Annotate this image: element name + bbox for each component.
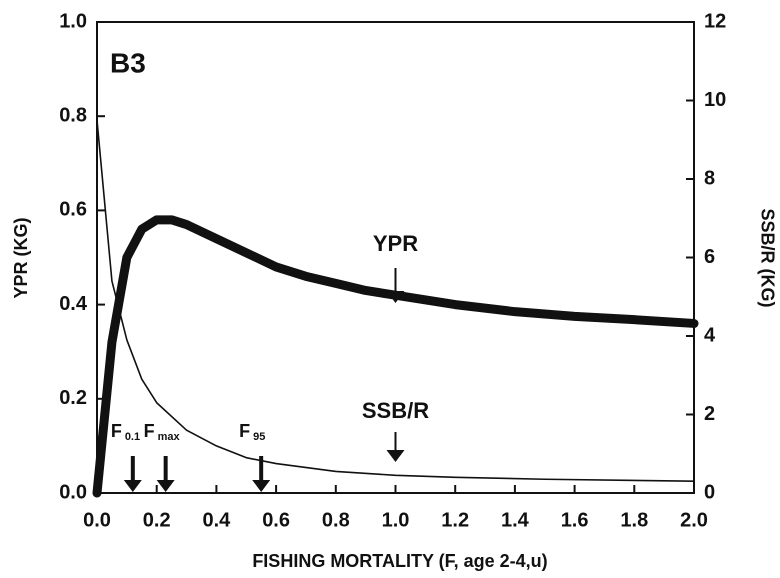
x-tick-label: 1.8 [620, 509, 648, 531]
reference-label-main: F [144, 421, 155, 441]
y2-tick-label: 8 [704, 167, 715, 189]
y-tick-label: 0.6 [59, 199, 87, 221]
y2-axis-label: SSB/R (KG) [757, 209, 777, 308]
x-tick-label: 0.8 [322, 509, 350, 531]
reference-label-main: F [111, 421, 122, 441]
x-tick-label: 0.6 [262, 509, 290, 531]
x-tick-label: 1.4 [501, 509, 530, 531]
y-tick-label: 0.2 [59, 387, 87, 409]
y2-tick-label: 6 [704, 246, 715, 268]
reference-label: F 95 [239, 421, 265, 443]
reference-label-sub: max [158, 431, 181, 443]
y2-tick-label: 2 [704, 403, 715, 425]
arrow-head [386, 450, 405, 462]
arrow-head [156, 480, 175, 492]
y-tick-label: 0.0 [59, 481, 87, 503]
x-tick-label: 0.0 [83, 509, 111, 531]
series-line [96, 119, 695, 483]
y-tick-label: 1.0 [59, 10, 87, 32]
y-axis-label: YPR (KG) [11, 217, 31, 298]
y2-tick-label: 10 [704, 89, 726, 111]
y-tick-label: 0.4 [59, 293, 88, 315]
series-line [92, 215, 699, 498]
x-tick-label: 0.2 [143, 509, 171, 531]
arrow-head [123, 480, 142, 492]
reference-label-sub: 0.1 [125, 431, 140, 443]
reference-label-sub: 95 [253, 431, 265, 443]
x-tick-label: 0.4 [202, 509, 231, 531]
y2-tick-label: 12 [704, 10, 726, 32]
x-tick-label: 1.2 [441, 509, 469, 531]
reference-label-main: F [239, 421, 250, 441]
y2-tick-label: 4 [704, 324, 716, 346]
x-tick-label: 2.0 [680, 509, 708, 531]
x-axis-label: FISHING MORTALITY (F, age 2-4,u) [252, 551, 547, 571]
panel-label: B3 [110, 47, 146, 78]
x-tick-label: 1.0 [382, 509, 410, 531]
y2-tick-label: 0 [704, 481, 715, 503]
reference-label: F 0.1 [111, 421, 140, 443]
y-tick-label: 0.8 [59, 104, 87, 126]
curve-label: YPR [373, 231, 418, 256]
arrow-head [386, 291, 405, 303]
x-tick-label: 1.6 [561, 509, 589, 531]
arrow-head [252, 480, 271, 492]
curve-label: SSB/R [362, 398, 429, 423]
